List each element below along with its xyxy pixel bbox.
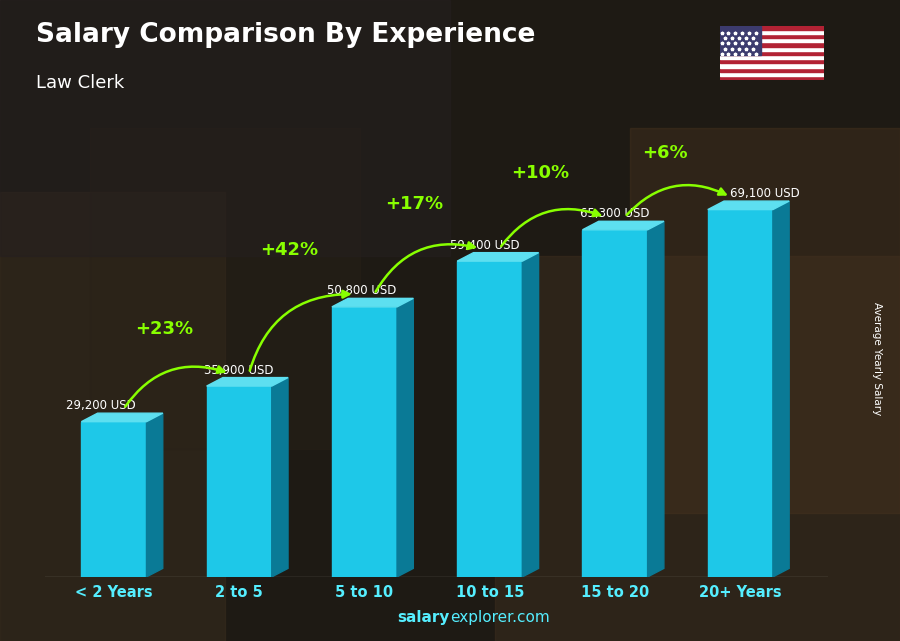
Bar xyxy=(720,34,824,38)
Bar xyxy=(0,192,225,641)
Text: salary: salary xyxy=(398,610,450,625)
Bar xyxy=(720,30,824,34)
Bar xyxy=(0,0,450,256)
Polygon shape xyxy=(397,298,413,577)
Bar xyxy=(582,229,648,577)
Bar xyxy=(332,307,397,577)
Polygon shape xyxy=(648,221,664,577)
Text: +42%: +42% xyxy=(260,241,319,259)
Bar xyxy=(720,26,761,55)
Polygon shape xyxy=(522,253,538,577)
Bar xyxy=(720,72,824,76)
Text: +17%: +17% xyxy=(385,196,444,213)
Polygon shape xyxy=(332,298,413,307)
Polygon shape xyxy=(773,201,789,577)
Polygon shape xyxy=(147,413,163,577)
Bar xyxy=(720,38,824,42)
Bar xyxy=(720,55,824,59)
Text: +23%: +23% xyxy=(135,320,194,338)
Polygon shape xyxy=(272,378,288,577)
Bar xyxy=(707,210,773,577)
Bar xyxy=(720,76,824,80)
Bar xyxy=(720,42,824,47)
Text: 59,400 USD: 59,400 USD xyxy=(450,238,519,251)
Polygon shape xyxy=(457,253,538,261)
Polygon shape xyxy=(207,378,288,386)
Text: Salary Comparison By Experience: Salary Comparison By Experience xyxy=(36,22,536,49)
Polygon shape xyxy=(582,221,664,229)
Text: explorer.com: explorer.com xyxy=(450,610,550,625)
Bar xyxy=(720,59,824,63)
Text: Average Yearly Salary: Average Yearly Salary xyxy=(872,303,883,415)
Polygon shape xyxy=(81,413,163,422)
Text: 69,100 USD: 69,100 USD xyxy=(730,187,800,200)
Bar xyxy=(720,26,824,30)
Text: 65,300 USD: 65,300 USD xyxy=(580,207,650,221)
Text: +10%: +10% xyxy=(511,164,569,182)
Bar xyxy=(90,128,360,449)
Text: 35,900 USD: 35,900 USD xyxy=(204,363,274,376)
Text: Law Clerk: Law Clerk xyxy=(36,74,124,92)
Text: +6%: +6% xyxy=(643,144,688,162)
Bar xyxy=(720,67,824,72)
Bar xyxy=(207,386,272,577)
Bar xyxy=(457,261,522,577)
Bar xyxy=(720,51,824,55)
Bar xyxy=(630,128,900,513)
Text: 29,200 USD: 29,200 USD xyxy=(67,399,136,412)
Text: 50,800 USD: 50,800 USD xyxy=(327,285,396,297)
Bar xyxy=(495,256,900,641)
Bar xyxy=(81,422,147,577)
Bar xyxy=(720,63,824,67)
Bar xyxy=(720,47,824,51)
Polygon shape xyxy=(707,201,789,210)
